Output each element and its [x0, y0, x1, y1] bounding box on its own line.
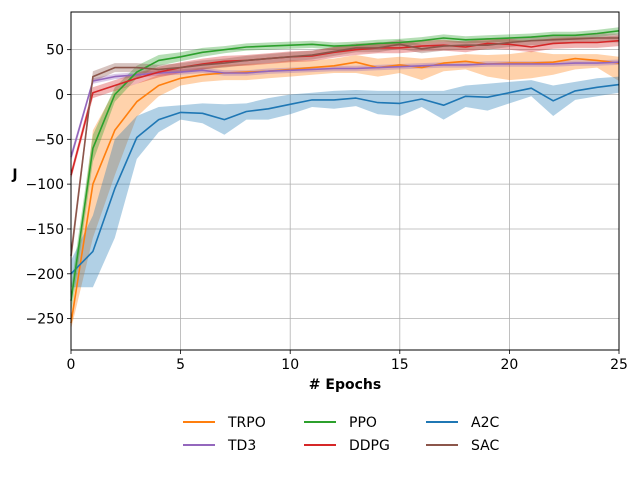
y-axis-ticks: −250 −200 −150 −100 −50 0 50: [26, 43, 71, 328]
x-tick-label: 10: [281, 357, 299, 373]
legend-item-trpo[interactable]: TRPO: [183, 415, 266, 431]
legend-item-ppo[interactable]: PPO: [304, 415, 377, 431]
legend[interactable]: TRPO TD3 PPO DDPG A2C SAC: [183, 415, 499, 454]
legend-item-sac[interactable]: SAC: [426, 438, 499, 454]
ddpg-line: [70, 39, 620, 176]
y-tick-label: −250: [26, 312, 64, 328]
trpo-line: [70, 57, 620, 324]
x-tick-label: 5: [176, 357, 185, 373]
legend-item-a2c[interactable]: A2C: [426, 415, 499, 431]
y-tick-label: 50: [46, 43, 64, 59]
grid: [70, 12, 620, 350]
legend-label: SAC: [471, 438, 499, 454]
legend-label: PPO: [349, 415, 377, 431]
a2c-line: [70, 83, 620, 275]
confidence-bands: [71, 27, 619, 330]
sac-line: [70, 37, 619, 256]
y-tick-label: −200: [26, 267, 64, 283]
x-tick-label: 0: [67, 357, 76, 373]
x-axis-ticks: 0 5 10 15 20 25: [67, 350, 628, 373]
series-lines: [70, 30, 620, 324]
legend-label: TRPO: [227, 415, 266, 431]
legend-label: A2C: [471, 415, 499, 431]
td3-line: [70, 61, 620, 158]
y-tick-label: 0: [55, 87, 64, 103]
y-tick-label: −150: [26, 222, 64, 238]
legend-label: TD3: [227, 438, 256, 454]
legend-label: DDPG: [349, 438, 390, 454]
y-tick-label: −100: [26, 177, 64, 193]
ppo-line: [70, 30, 620, 301]
plot-frame: [70, 11, 620, 351]
a2c-band: [71, 76, 619, 288]
x-tick-label: 20: [500, 357, 518, 373]
x-tick-label: 15: [391, 357, 409, 373]
legend-item-ddpg[interactable]: DDPG: [304, 438, 390, 454]
x-tick-label: 25: [610, 357, 628, 373]
y-axis-title: J: [11, 167, 17, 183]
legend-item-td3[interactable]: TD3: [183, 438, 256, 454]
y-tick-label: −50: [34, 132, 64, 148]
x-axis-title: # Epochs: [309, 377, 381, 393]
